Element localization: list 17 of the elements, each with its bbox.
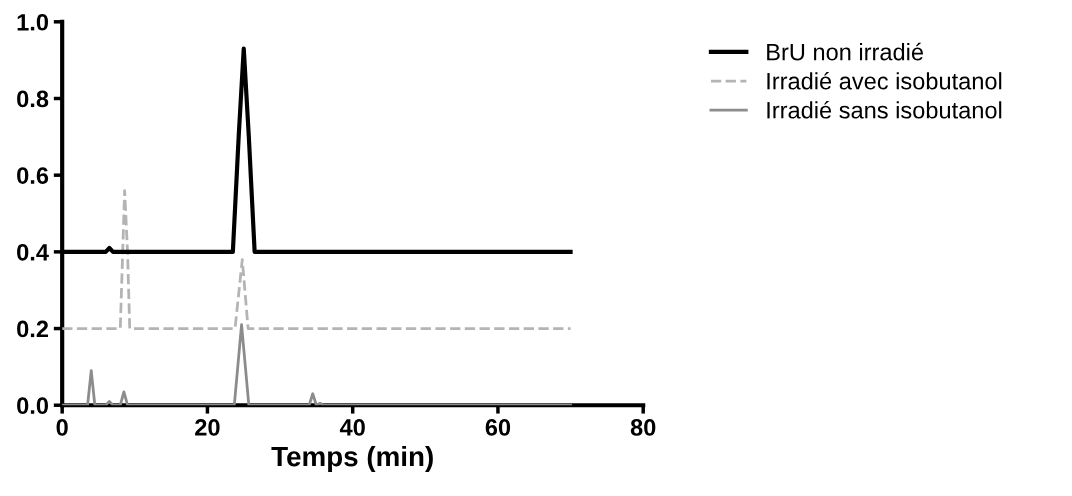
y-tick-label: 1.0: [17, 13, 49, 31]
legend-label: Irradié avec isobutanol: [767, 71, 1002, 90]
x-tick-label: 80: [630, 419, 656, 436]
legend-label: Irradié sans isobutanol: [767, 100, 1002, 119]
x-tick-label: 20: [195, 419, 220, 436]
line-series: [62, 323, 572, 406]
x-tick-label: 40: [339, 419, 365, 436]
y-tick-label: 0.2: [17, 320, 49, 338]
line-series: [62, 189, 572, 330]
y-tick-label: 0.4: [17, 243, 49, 261]
legend-label: BrU non irradié: [767, 42, 923, 61]
y-tick-label: 0.6: [17, 167, 49, 184]
y-tick-label: 0.0: [17, 397, 49, 415]
x-axis-title: Temps (min): [271, 445, 433, 472]
y-tick-label: 0.8: [17, 90, 49, 108]
x-tick-label: 0: [56, 419, 68, 436]
x-tick-label: 60: [485, 419, 511, 436]
